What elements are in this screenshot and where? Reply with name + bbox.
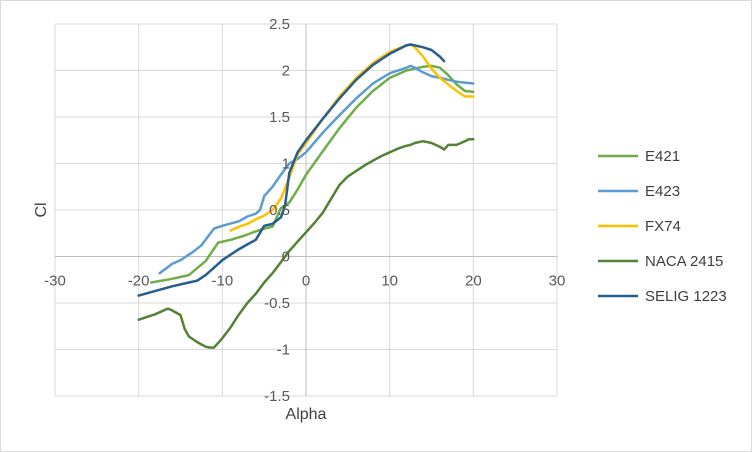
series-line-e423 [158, 64, 475, 275]
x-tick-label: 10 [381, 273, 398, 290]
x-tick-label: 30 [549, 273, 566, 290]
y-tick-label: 0 [282, 249, 290, 266]
series-line-e421 [149, 64, 475, 284]
x-tick-label: 20 [465, 273, 482, 290]
legend-label: FX74 [645, 218, 681, 235]
legend-label: NACA 2415 [645, 253, 723, 270]
x-tick-label: 0 [302, 273, 310, 290]
series-line-naca-2415 [137, 138, 475, 349]
y-tick-label: 2.5 [269, 16, 290, 33]
series-lines [137, 43, 475, 349]
series-line-selig-1223 [137, 43, 446, 297]
tick-labels: -30 -20 -10 0 10 20 30 -1.5 -1 -0.5 0 0.5 1 1.5 2 2.5 [44, 16, 565, 405]
legend-label: E423 [645, 183, 680, 200]
y-tick-label: 2 [282, 63, 290, 80]
x-axis-title: Alpha [286, 406, 327, 423]
x-tick-label: -20 [128, 273, 150, 290]
x-tick-label: -30 [44, 273, 66, 290]
y-axis-title: Cl [33, 202, 50, 217]
y-tick-label: -1.5 [264, 388, 290, 405]
legend: E421 E423 FX74 NACA 2415 SELIG 1223 [598, 148, 727, 305]
legend-label: E421 [645, 148, 680, 165]
series-line-fx74 [229, 43, 475, 232]
y-tick-label: -1 [277, 342, 290, 359]
y-tick-label: 1.5 [269, 109, 290, 126]
axes [55, 24, 557, 396]
y-tick-label: -0.5 [264, 295, 290, 312]
y-tick-label: 1 [282, 156, 290, 173]
y-tick-label: 0.5 [269, 202, 290, 219]
legend-label: SELIG 1223 [645, 288, 727, 305]
x-tick-label: -10 [211, 273, 233, 290]
